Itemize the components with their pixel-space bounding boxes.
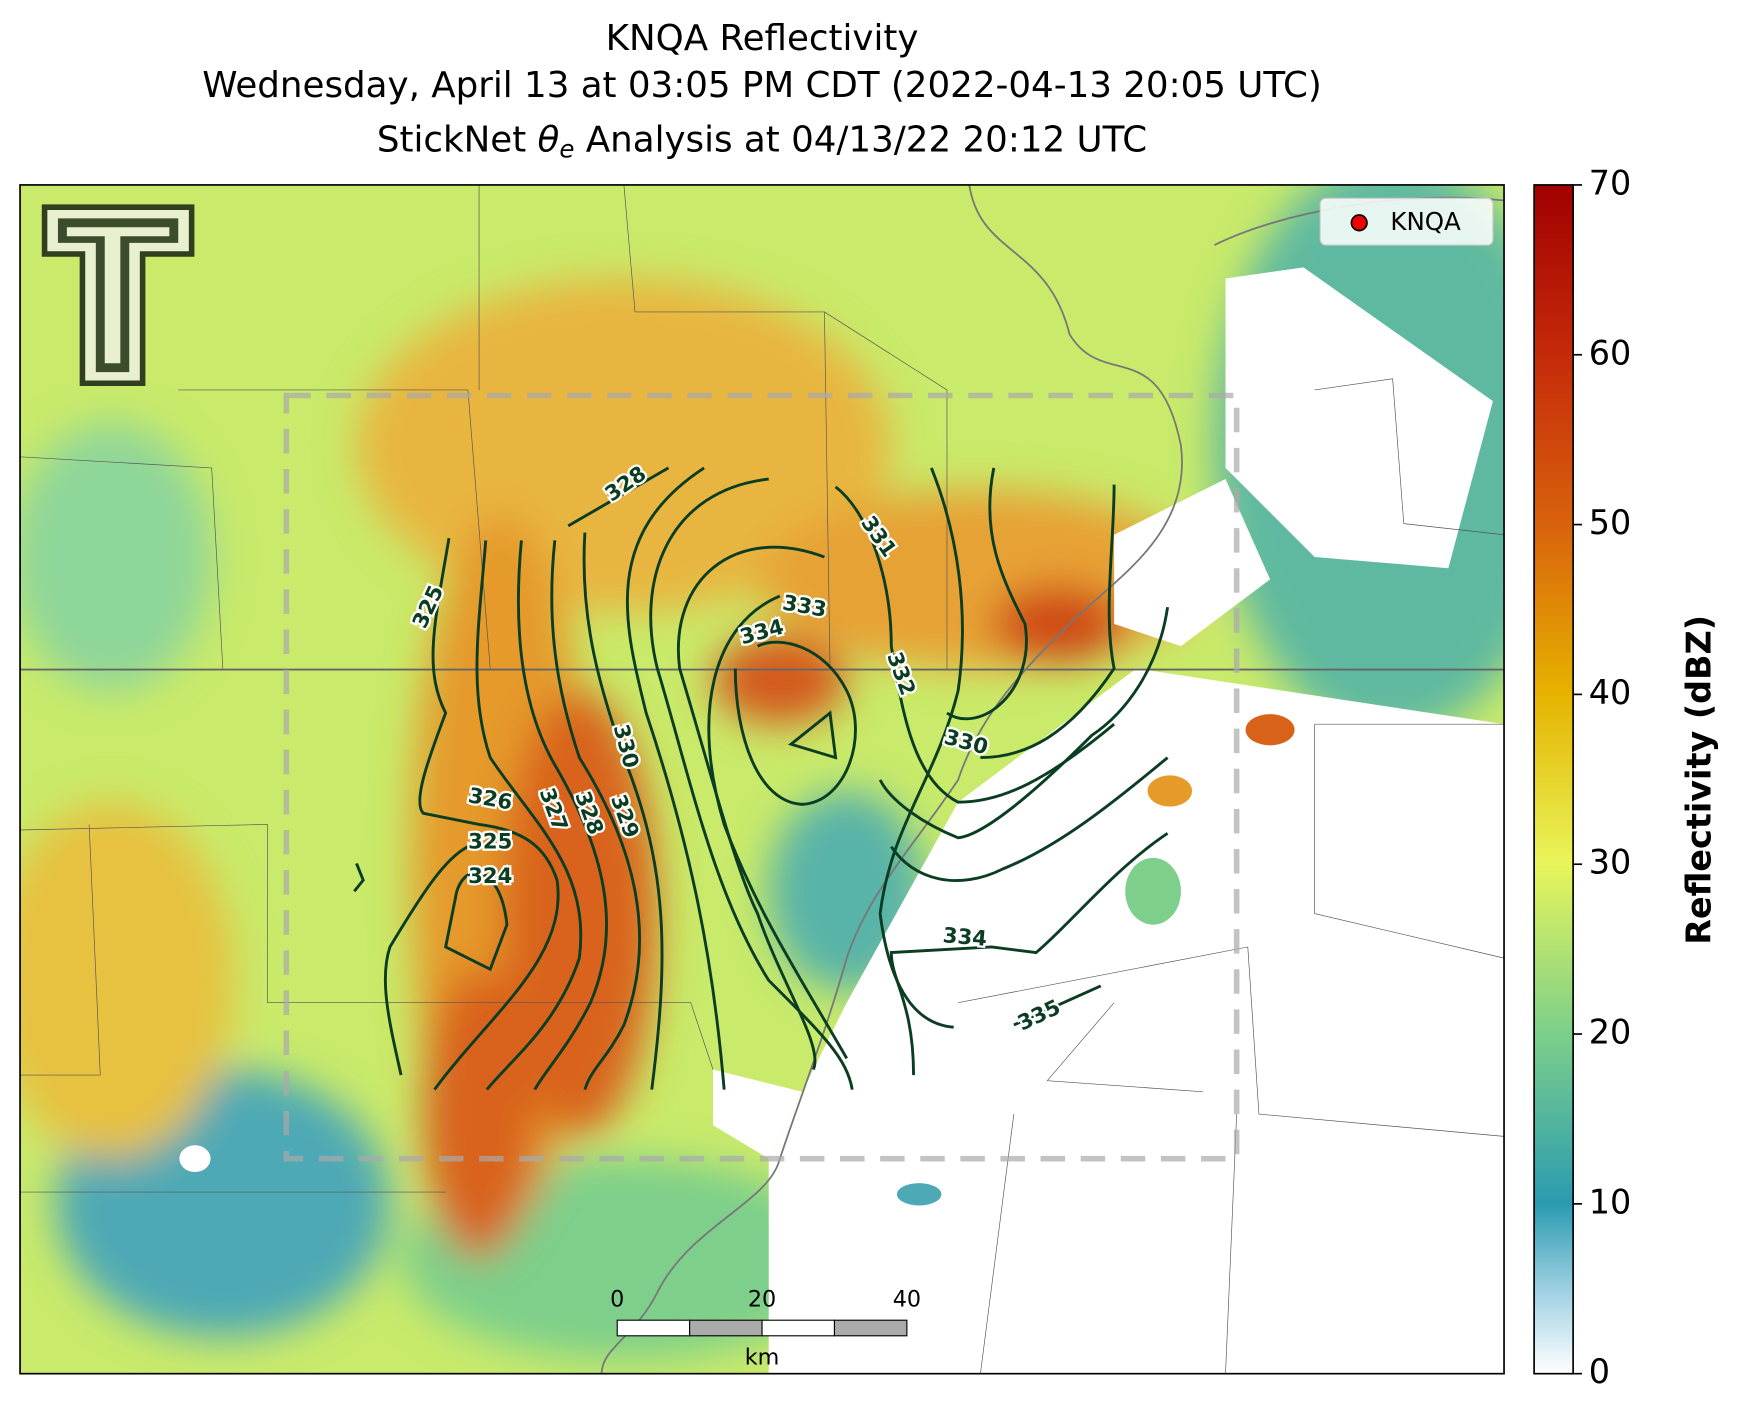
colorbar-tick-label: 60: [1589, 333, 1632, 372]
contour-label: 334: [942, 922, 988, 951]
contours: [353, 466, 1170, 1091]
scale-unit: km: [745, 1345, 780, 1371]
contour-label: 327: [535, 784, 574, 834]
scale-tick-label: 0: [610, 1287, 624, 1313]
colorbar-tick-label: 50: [1589, 503, 1632, 542]
title-text: Analysis at 04/13/22 20:12 UTC: [574, 119, 1147, 160]
title-symbol: θ: [538, 119, 560, 160]
colorbar-label: Reflectivity (dBZ): [1680, 615, 1719, 945]
title-text: StickNet: [377, 119, 538, 160]
contour-label: 325: [468, 828, 512, 853]
legend-label: KNQA: [1390, 207, 1461, 236]
map-frame: [19, 184, 1505, 1375]
scale-tick-label: 20: [748, 1287, 776, 1313]
title-line: KNQA Reflectivity: [606, 18, 919, 59]
colorbar-tick-label: 10: [1589, 1182, 1632, 1221]
legend: KNQA: [1319, 197, 1494, 246]
contour-label: 324: [468, 863, 512, 888]
colorbar: [1533, 184, 1574, 1375]
colorbar-tick-label: 0: [1589, 1352, 1610, 1391]
scale-tick-label: 40: [893, 1287, 921, 1313]
ttu-logo: [41, 204, 195, 387]
colorbar-tick-label: 20: [1589, 1013, 1632, 1052]
legend-marker: [1350, 214, 1368, 232]
title-line: Wednesday, April 13 at 03:05 PM CDT (202…: [202, 65, 1322, 106]
colorbar-tick-label: 70: [1589, 163, 1632, 202]
analysis-domain: [283, 392, 1240, 1162]
colorbar-tick-label: 30: [1589, 843, 1632, 882]
colorbar-tick-label: 40: [1589, 673, 1632, 712]
title-subscript: e: [559, 134, 574, 163]
contour-label: 326: [467, 782, 515, 814]
contour-label: 333: [781, 590, 829, 622]
scale-bar: 0 20 40 km: [610, 1287, 921, 1371]
title-line: StickNet θe Analysis at 04/13/22 20:12 U…: [377, 119, 1147, 163]
